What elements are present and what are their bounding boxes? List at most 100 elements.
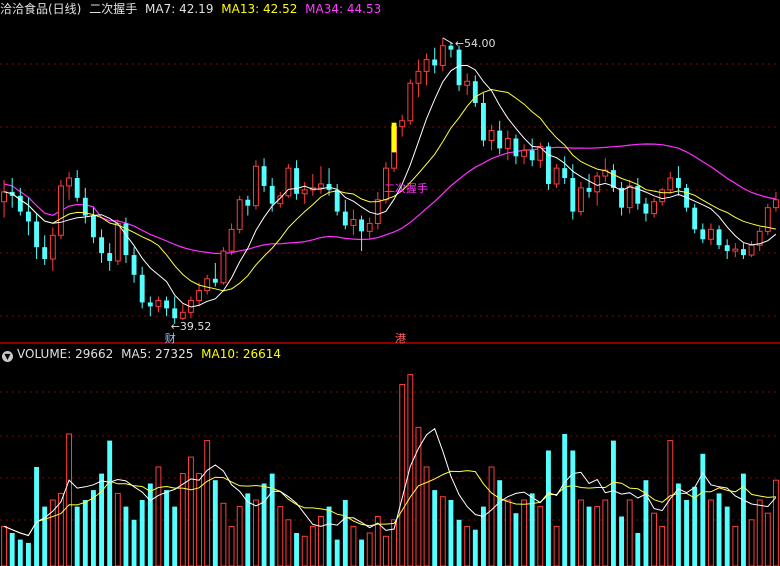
volume-bar-up — [1, 525, 7, 566]
volume-bar-down — [456, 519, 462, 566]
ma-lines — [3, 64, 777, 308]
indicator-name: 二次握手 — [89, 2, 138, 16]
volume-ma10-readout: MA10: 26614 — [201, 347, 282, 361]
volume-ma5-readout: MA5: 27325 — [121, 347, 194, 361]
candle-body-down — [448, 45, 454, 50]
volume-bar-down — [643, 480, 649, 566]
volume-bar-up — [114, 492, 121, 566]
volume-ma5-line — [3, 427, 777, 537]
volume-bar-up — [383, 535, 389, 566]
candle-body-down — [245, 199, 251, 206]
candle-body-down — [42, 247, 48, 259]
volume-bar-up — [415, 426, 422, 566]
volume-bar-up — [196, 473, 202, 566]
volume-panel-header: ▼ VOLUME: 29662 MA5: 27325 MA10: 26614 — [0, 345, 285, 363]
volume-bar-down — [619, 516, 624, 566]
volume-bar-down — [139, 500, 145, 566]
candle-body-down — [107, 253, 113, 261]
candle-body-down — [643, 203, 649, 214]
volume-bar-down — [123, 506, 129, 566]
candle-body-down — [611, 170, 616, 188]
volume-bar-down — [684, 500, 689, 566]
candle-body-up — [399, 120, 406, 128]
volume-bar-down — [562, 434, 568, 566]
volume-bar-up — [748, 519, 755, 566]
volume-bar-up — [667, 440, 674, 566]
candle-body-down — [472, 81, 478, 103]
volume-bar-up — [439, 496, 446, 566]
volume-bar-down — [131, 519, 137, 566]
volume-bar-down — [212, 480, 218, 566]
volume-bar-down — [42, 506, 48, 566]
candle-body-down — [131, 255, 137, 275]
ma7-line — [3, 64, 777, 308]
candle-body-up — [748, 244, 755, 256]
candle-body-down — [91, 215, 96, 238]
volume-bar-up — [188, 456, 194, 566]
candle-body-up — [114, 222, 121, 262]
stock-title: 洽洽食品(日线) — [0, 2, 82, 16]
candle-body-down — [82, 197, 88, 216]
volume-bar-up — [594, 506, 601, 566]
candle-body-up — [253, 165, 259, 207]
volume-bar-down — [611, 440, 616, 566]
candle-body-down — [692, 207, 698, 230]
candle-body-down — [456, 49, 462, 86]
volume-bar-down — [342, 500, 348, 566]
volume-bar-up — [277, 506, 284, 566]
event-marker: 财 — [165, 331, 176, 345]
volume-bar-up — [651, 512, 657, 566]
volume-bar-down — [359, 539, 364, 566]
candle-body-up — [488, 130, 495, 141]
candle-body-up — [204, 278, 211, 292]
candle-body-down — [570, 178, 576, 212]
candle-body-up — [651, 201, 657, 215]
candle-body-down — [432, 59, 438, 66]
volume-bar-down — [724, 506, 730, 566]
candle-body-up — [179, 311, 186, 319]
candle-body-up — [626, 185, 633, 209]
candle-body-down — [123, 223, 129, 256]
volume-bar-down — [716, 493, 722, 566]
volume-bars — [1, 374, 779, 566]
candle-body-up — [415, 70, 422, 84]
candle-body-up — [667, 177, 674, 191]
candle-body-up — [756, 230, 763, 246]
volume-bar-down — [107, 440, 113, 566]
volume-bar-down — [99, 473, 104, 566]
volume-bar-up — [504, 499, 511, 566]
volume-bar-down — [546, 450, 551, 566]
candle-body-down — [294, 168, 299, 194]
signal-marker — [391, 122, 397, 153]
candle-body-down — [164, 300, 169, 309]
volume-bar-up — [366, 532, 373, 566]
volume-bar-down — [91, 490, 96, 566]
volume-bar-down — [74, 506, 80, 566]
volume-ma-lines — [3, 427, 777, 537]
volume-bar-down — [17, 539, 23, 566]
volume-bar-up — [179, 473, 186, 566]
candle-body-up — [732, 248, 739, 252]
volume-bar-down — [692, 486, 698, 566]
volume-bar-up — [309, 525, 316, 566]
grid-lines — [0, 63, 780, 521]
candle-body-up — [285, 167, 292, 197]
candle-body-up — [602, 169, 609, 177]
candle-body-up — [196, 290, 202, 301]
high-pointer — [442, 37, 454, 45]
candle-body-up — [464, 80, 471, 86]
candle-body-up — [374, 199, 381, 224]
volume-bar-up — [773, 479, 779, 566]
volume-bar-down — [676, 483, 681, 566]
volume-bar-up — [301, 535, 308, 566]
volume-bar-down — [481, 506, 486, 566]
volume-bar-up — [204, 440, 211, 566]
candle-body-down — [212, 278, 218, 283]
candle-body-down — [716, 229, 722, 246]
volume-bar-down — [570, 450, 576, 566]
chevron-down-icon[interactable]: ▼ — [2, 351, 13, 362]
candle-body-up — [49, 234, 56, 260]
ma34-readout: MA34: 44.53 — [305, 2, 382, 16]
volume-bar-up — [66, 433, 72, 566]
